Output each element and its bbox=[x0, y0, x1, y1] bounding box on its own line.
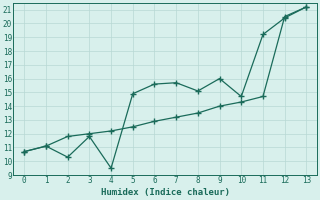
X-axis label: Humidex (Indice chaleur): Humidex (Indice chaleur) bbox=[101, 188, 230, 197]
